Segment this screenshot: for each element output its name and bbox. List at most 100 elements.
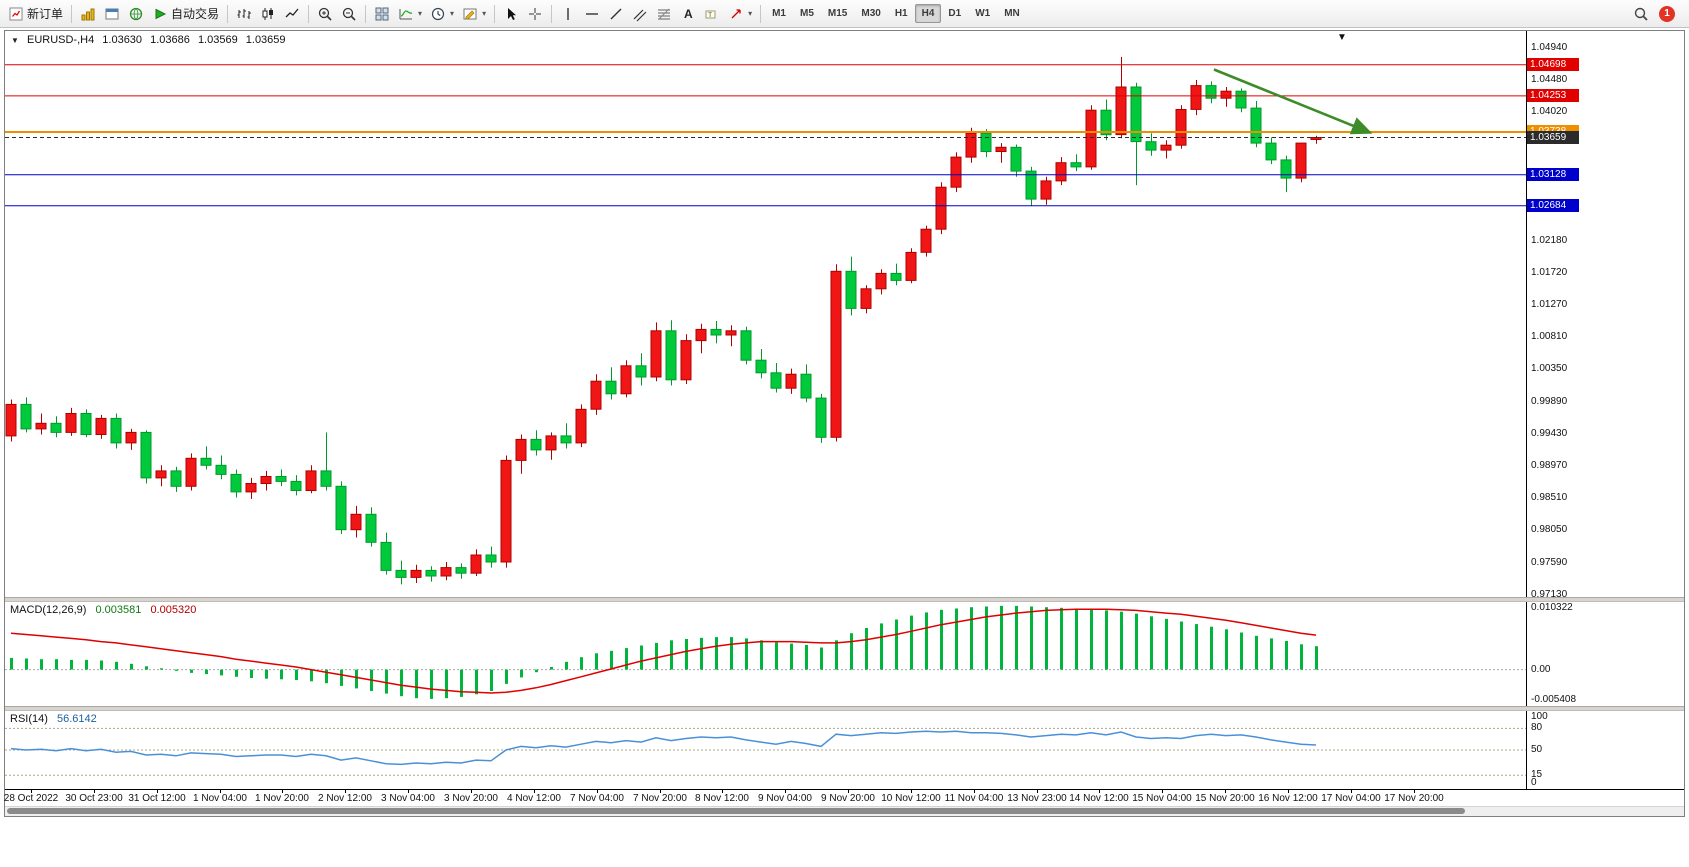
symbol-period-label: EURUSD-,H4 bbox=[26, 34, 95, 46]
toolbar-left-group: 新订单 自动交易 ▾ ▾ ▾ A T ▾ M1 M5 M15 M30 H1 H4 D1 W1 MN bbox=[4, 0, 1027, 27]
horizontal-scrollbar[interactable] bbox=[5, 806, 1684, 816]
time-tick bbox=[597, 790, 598, 793]
text-label-icon: T bbox=[704, 6, 720, 22]
horizontal-line-button[interactable] bbox=[580, 0, 604, 27]
time-tick bbox=[282, 790, 283, 793]
bar-chart-button[interactable] bbox=[232, 0, 256, 27]
timeframe-w1-button[interactable]: W1 bbox=[975, 8, 991, 19]
panel-separator[interactable] bbox=[5, 597, 1684, 602]
macd-axis[interactable]: 0.010322 0.00 -0.005408 bbox=[1526, 602, 1684, 706]
time-tick bbox=[1414, 790, 1415, 793]
text-button[interactable]: A bbox=[676, 0, 700, 27]
zoom-out-button[interactable] bbox=[337, 0, 361, 27]
time-axis[interactable]: 28 Oct 2022 30 Oct 23:00 31 Oct 12:00 1 Nov… bbox=[4, 789, 1684, 806]
price-level-badge: 1.02684 bbox=[1527, 199, 1579, 212]
macd-tick-label: 0.010322 bbox=[1531, 602, 1573, 613]
rsi-axis[interactable]: 100 80 50 15 0 bbox=[1526, 711, 1684, 789]
price-axis[interactable]: 1.04940 1.04480 1.04020 1.02180 1.01720 1.012… bbox=[1526, 31, 1684, 600]
time-tick bbox=[408, 790, 409, 793]
rsi-header: RSI(14) 56.6142 bbox=[10, 713, 97, 725]
equidistant-channel-button[interactable] bbox=[628, 0, 652, 27]
rsi-plot[interactable]: RSI(14) 56.6142 bbox=[5, 711, 1526, 789]
time-tick-label: 2 Nov 12:00 bbox=[318, 793, 372, 804]
crosshair-icon bbox=[527, 6, 543, 22]
profiles-icon bbox=[104, 6, 120, 22]
macd-signal-value: 0.005320 bbox=[150, 604, 197, 616]
price-tick-label: 0.98970 bbox=[1531, 460, 1568, 471]
time-tick-label: 11 Nov 04:00 bbox=[944, 793, 1004, 804]
market-watch-button[interactable] bbox=[124, 0, 148, 27]
line-chart-icon bbox=[284, 6, 300, 22]
chart-window: ▼ EURUSD-,H4 1.03630 1.03686 1.03569 1.0… bbox=[4, 30, 1685, 817]
timeframe-d1-button[interactable]: D1 bbox=[948, 8, 962, 19]
rsi-tick-label: 0 bbox=[1531, 777, 1537, 788]
scrollbar-thumb[interactable] bbox=[7, 808, 1465, 814]
cursor-button[interactable] bbox=[499, 0, 523, 27]
vertical-line-button[interactable] bbox=[556, 0, 580, 27]
autotrading-icon bbox=[152, 6, 168, 22]
arrows-icon bbox=[728, 6, 744, 22]
bar-chart-icon bbox=[236, 6, 252, 22]
ohlc-toggle-icon[interactable]: ▼ bbox=[11, 36, 19, 45]
timeframe-h1-button[interactable]: H1 bbox=[894, 8, 908, 19]
timeframe-h4-button[interactable]: H4 bbox=[914, 4, 942, 23]
indicators-button[interactable]: ▾ bbox=[394, 0, 426, 27]
text-label-button[interactable]: T bbox=[700, 0, 724, 27]
timeframe-m5-button[interactable]: M5 bbox=[800, 8, 814, 19]
time-tick bbox=[722, 790, 723, 793]
autotrading-button[interactable]: 自动交易 bbox=[148, 0, 223, 27]
panel-separator[interactable] bbox=[5, 706, 1684, 711]
time-tick-label: 13 Nov 23:00 bbox=[1007, 793, 1067, 804]
macd-panel: MACD(12,26,9) 0.003581 0.005320 0.010322… bbox=[5, 602, 1684, 706]
dropdown-caret-icon: ▾ bbox=[748, 9, 753, 18]
history-center-icon bbox=[80, 6, 96, 22]
price-chart-plot[interactable]: ▼ EURUSD-,H4 1.03630 1.03686 1.03569 1.0… bbox=[5, 31, 1526, 597]
macd-plot[interactable]: MACD(12,26,9) 0.003581 0.005320 bbox=[5, 602, 1526, 706]
toolbar-right-group: 1 bbox=[1633, 5, 1685, 22]
time-tick bbox=[471, 790, 472, 793]
svg-text:A: A bbox=[684, 7, 693, 21]
notification-badge[interactable]: 1 bbox=[1659, 5, 1675, 22]
time-tick-label: 16 Nov 12:00 bbox=[1258, 793, 1318, 804]
time-tick bbox=[848, 790, 849, 793]
price-level-badge: 1.03659 bbox=[1527, 131, 1579, 144]
templates-button[interactable]: ▾ bbox=[458, 0, 490, 27]
time-tick-label: 31 Oct 12:00 bbox=[128, 793, 186, 804]
zoom-in-button[interactable] bbox=[313, 0, 337, 27]
macd-header: MACD(12,26,9) 0.003581 0.005320 bbox=[10, 604, 196, 616]
history-center-button[interactable] bbox=[76, 0, 100, 27]
rsi-panel: RSI(14) 56.6142 100 80 50 15 0 bbox=[5, 711, 1684, 789]
profiles-button[interactable] bbox=[100, 0, 124, 27]
line-chart-button[interactable] bbox=[280, 0, 304, 27]
time-tick-label: 9 Nov 04:00 bbox=[758, 793, 812, 804]
crosshair-button[interactable] bbox=[523, 0, 547, 27]
time-tick-label: 4 Nov 12:00 bbox=[507, 793, 561, 804]
trendline-button[interactable] bbox=[604, 0, 628, 27]
timeframe-m1-button[interactable]: M1 bbox=[772, 8, 786, 19]
timeframe-m15-button[interactable]: M15 bbox=[827, 8, 848, 19]
cursor-icon bbox=[503, 6, 519, 22]
search-icon[interactable] bbox=[1633, 6, 1649, 22]
time-tick-label: 3 Nov 04:00 bbox=[381, 793, 435, 804]
timeframe-m30-button[interactable]: M30 bbox=[861, 8, 881, 19]
fibonacci-retracement-button[interactable] bbox=[652, 0, 676, 27]
timeframe-mn-button[interactable]: MN bbox=[1004, 8, 1020, 19]
candlestick-chart-button[interactable] bbox=[256, 0, 280, 27]
price-level-badge: 1.04698 bbox=[1527, 58, 1579, 71]
rsi-tick-label: 50 bbox=[1531, 744, 1543, 755]
rsi-tick-label: 100 bbox=[1531, 711, 1548, 722]
toolbar-separator bbox=[760, 4, 762, 23]
chart-menu-arrow-icon[interactable]: ▼ bbox=[1337, 32, 1347, 43]
svg-text:T: T bbox=[708, 12, 712, 18]
new-order-button[interactable]: 新订单 bbox=[4, 0, 67, 27]
tile-windows-button[interactable] bbox=[370, 0, 394, 27]
time-tick-label: 8 Nov 12:00 bbox=[695, 793, 749, 804]
time-tick-label: 30 Oct 23:00 bbox=[65, 793, 123, 804]
text-icon: A bbox=[680, 6, 696, 22]
time-tick-label: 3 Nov 20:00 bbox=[444, 793, 498, 804]
time-tick bbox=[1162, 790, 1163, 793]
periods-button[interactable]: ▾ bbox=[426, 0, 458, 27]
price-tick-label: 1.00350 bbox=[1531, 363, 1568, 374]
arrows-button[interactable]: ▾ bbox=[724, 0, 756, 27]
